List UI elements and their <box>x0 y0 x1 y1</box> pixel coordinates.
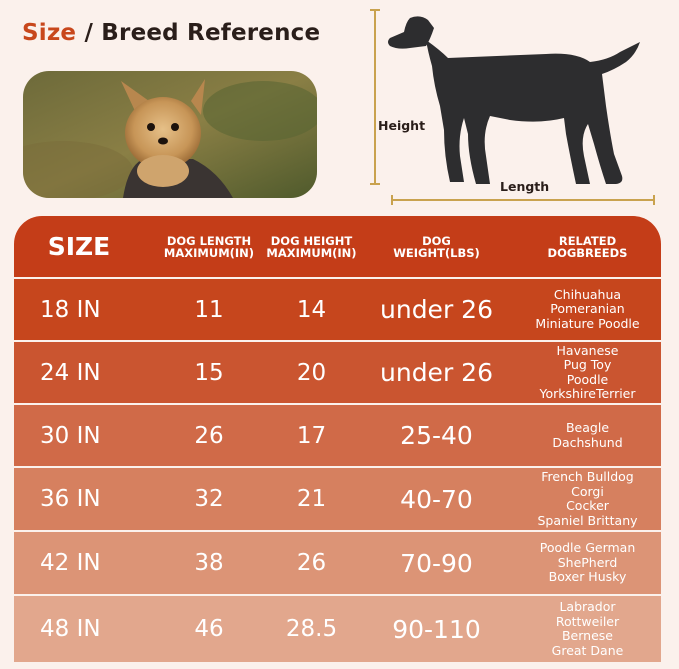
page-title: Size / Breed Reference <box>22 20 320 46</box>
column-header-breeds: RELATED DOGBREEDS <box>547 233 628 260</box>
size-reference-table: SIZE DOG LENGTH MAXIMUM(IN) DOG HEIGHT M… <box>14 216 661 662</box>
length-cell: 11 <box>194 296 224 323</box>
dog-measurement-diagram: Height Length <box>370 6 660 210</box>
weight-cell: 25-40 <box>400 421 473 450</box>
breed-name: YorkshireTerrier <box>539 386 636 401</box>
height-cell: 26 <box>296 550 327 576</box>
breeds-cell: Labrador Rottweiler Bernese Great Dane <box>514 596 661 662</box>
length-cell: 32 <box>194 486 224 512</box>
title-accent: Size <box>22 20 77 46</box>
column-header-height: DOG HEIGHT MAXIMUM(IN) <box>266 233 357 260</box>
table-row: 18 IN 11 14 under 26 Chihuahua Pomeranian Mini… <box>14 279 661 340</box>
breed-name: Spaniel Brittany <box>537 512 638 528</box>
weight-cell: 40-70 <box>400 484 473 514</box>
breed-name: Poodle <box>566 371 609 387</box>
breed-name: French Bulldog <box>541 469 634 484</box>
size-cell: 48 IN <box>40 616 101 642</box>
length-label: Length <box>500 179 550 194</box>
breeds-cell: Beagle Dachshund <box>514 405 661 466</box>
size-cell: 36 IN <box>40 486 101 512</box>
table-row: 30 IN 26 17 25-40 Beagle Dachshund <box>14 405 661 466</box>
table-header-row: SIZE DOG LENGTH MAXIMUM(IN) DOG HEIGHT M… <box>14 216 661 277</box>
size-cell: 42 IN <box>40 550 101 576</box>
breed-name: Great Dane <box>551 642 624 658</box>
height-cell: 17 <box>296 422 327 449</box>
height-label: Height <box>378 118 426 133</box>
size-cell: 24 IN <box>40 359 101 386</box>
breeds-cell: Chihuahua Pomeranian Miniature Poodle <box>514 279 661 340</box>
weight-cell: under 26 <box>380 358 493 387</box>
breed-name: Rottweiler <box>555 613 620 629</box>
breed-name: Cocker <box>566 498 609 513</box>
height-cell: 20 <box>296 359 327 386</box>
table-row: 24 IN 15 20 under 26 Havanese Pug Toy Poodle Yo… <box>14 342 661 403</box>
table-row: 36 IN 32 21 40-70 French Bulldog Corgi Cocker S… <box>14 468 661 530</box>
yorkshire-terrier-photo <box>23 71 317 198</box>
breeds-cell: Havanese Pug Toy Poodle YorkshireTerrier <box>514 342 661 403</box>
title-rest: Breed Reference <box>101 20 321 46</box>
length-cell: 46 <box>194 616 224 642</box>
size-cell: 18 IN <box>40 296 101 323</box>
weight-cell: under 26 <box>380 295 493 324</box>
weight-cell: 90-110 <box>392 614 481 644</box>
height-cell: 28.5 <box>285 616 338 642</box>
breed-name: Miniature Poodle <box>535 315 640 331</box>
length-cell: 38 <box>194 550 224 576</box>
dog-silhouette <box>388 16 640 185</box>
breed-name: Poodle German <box>539 540 636 556</box>
breed-name: Bernese <box>561 628 613 643</box>
height-cell: 14 <box>296 296 327 323</box>
breed-name: ShePherd <box>557 554 618 570</box>
length-cell: 15 <box>194 359 224 386</box>
length-cell: 26 <box>194 422 224 449</box>
breeds-cell: French Bulldog Corgi Cocker Spaniel Brittan… <box>514 468 661 530</box>
column-header-weight: DOG WEIGHT(LBS) <box>393 233 480 260</box>
weight-cell: 70-90 <box>400 548 473 578</box>
breed-name: Dachshund <box>552 434 623 450</box>
breed-name: Boxer Husky <box>548 569 627 585</box>
table-row: 42 IN 38 26 70-90 Poodle German ShePherd Boxer… <box>14 532 661 594</box>
height-cell: 21 <box>296 486 327 512</box>
breed-name: Labrador <box>559 599 616 614</box>
breeds-cell: Poodle German ShePherd Boxer Husky <box>514 532 661 594</box>
title-slash: / <box>84 20 94 46</box>
table-row: 48 IN 46 28.5 90-110 Labrador Rottweiler Berne… <box>14 596 661 662</box>
breed-name: Beagle <box>565 420 610 435</box>
breed-name: Pug Toy <box>563 357 612 372</box>
breed-name: Chihuahua <box>553 286 622 302</box>
breed-name: Havanese <box>556 342 619 358</box>
column-header-length: DOG LENGTH MAXIMUM(IN) <box>163 233 255 260</box>
size-cell: 30 IN <box>40 422 101 449</box>
breed-name: Pomeranian <box>550 301 625 317</box>
breed-name: Corgi <box>571 483 604 499</box>
column-header-size: SIZE <box>47 231 111 261</box>
